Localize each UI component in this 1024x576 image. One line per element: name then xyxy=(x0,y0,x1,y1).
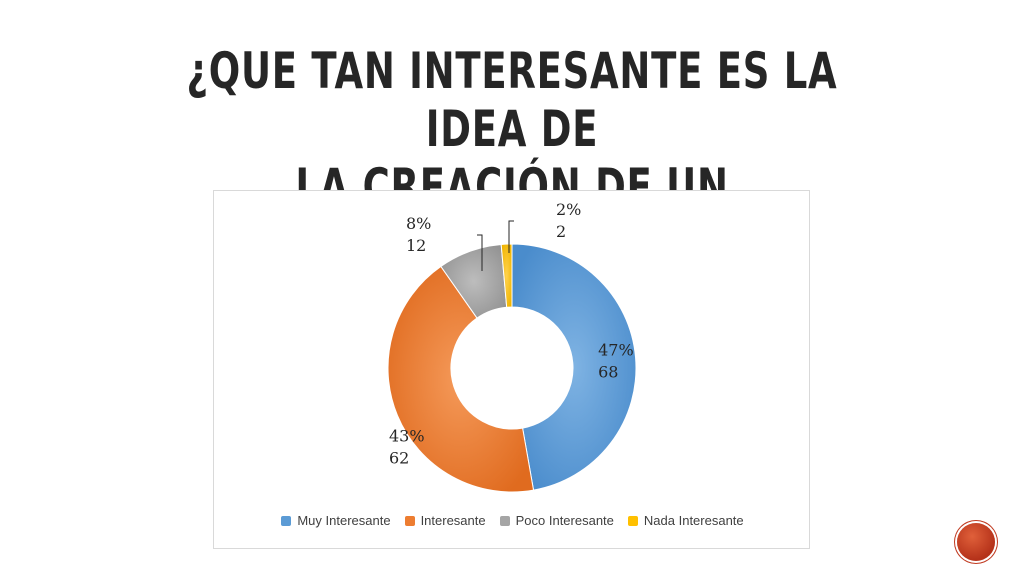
data-labels: 47% 68 43% 62 8% 12 2% 2 xyxy=(389,200,634,468)
chart-frame: 47% 68 43% 62 8% 12 2% 2 Muy Interesante Interes… xyxy=(213,190,810,549)
leader-lines xyxy=(477,220,514,271)
percent-label-nada-interesante: 2% xyxy=(556,200,581,219)
legend-label-interesante: Interesante xyxy=(420,513,486,528)
legend-swatch-interesante xyxy=(404,515,415,526)
value-label-muy-interesante: 68 xyxy=(598,362,618,381)
slide-title-line-1: ¿QUE TAN INTERESANTE ES LA IDEA DE xyxy=(186,42,838,158)
legend-item-poco-interesante: Poco Interesante xyxy=(499,513,614,528)
donut-chart: 47% 68 43% 62 8% 12 2% 2 xyxy=(387,200,637,493)
value-label-interesante: 62 xyxy=(389,449,409,468)
value-label-nada-interesante: 2 xyxy=(556,222,566,241)
leader-line-nada-interesante xyxy=(508,220,514,253)
legend-label-poco-interesante: Poco Interesante xyxy=(515,513,614,528)
legend-item-nada-interesante: Nada Interesante xyxy=(627,513,744,528)
legend-swatch-poco-interesante xyxy=(499,515,510,526)
legend-swatch-nada-interesante xyxy=(627,515,638,526)
legend-label-nada-interesante: Nada Interesante xyxy=(643,513,744,528)
next-slide-button[interactable] xyxy=(957,523,995,561)
legend-item-interesante: Interesante xyxy=(404,513,486,528)
value-label-poco-interesante: 12 xyxy=(406,236,426,255)
percent-label-poco-interesante: 8% xyxy=(406,214,431,233)
slice-nada-interesante xyxy=(500,243,513,308)
slice-interesante xyxy=(387,265,535,493)
slice-muy-interesante xyxy=(511,243,637,491)
chart-legend: Muy Interesante Interesante Poco Interesan… xyxy=(214,513,811,528)
percent-label-interesante: 43% xyxy=(389,427,425,446)
leader-line-poco-interesante xyxy=(477,234,483,271)
legend-item-muy-interesante: Muy Interesante xyxy=(281,513,391,528)
legend-swatch-muy-interesante xyxy=(281,515,292,526)
percent-label-muy-interesante: 47% xyxy=(598,340,634,359)
donut-slices xyxy=(387,243,637,493)
legend-label-muy-interesante: Muy Interesante xyxy=(297,513,391,528)
